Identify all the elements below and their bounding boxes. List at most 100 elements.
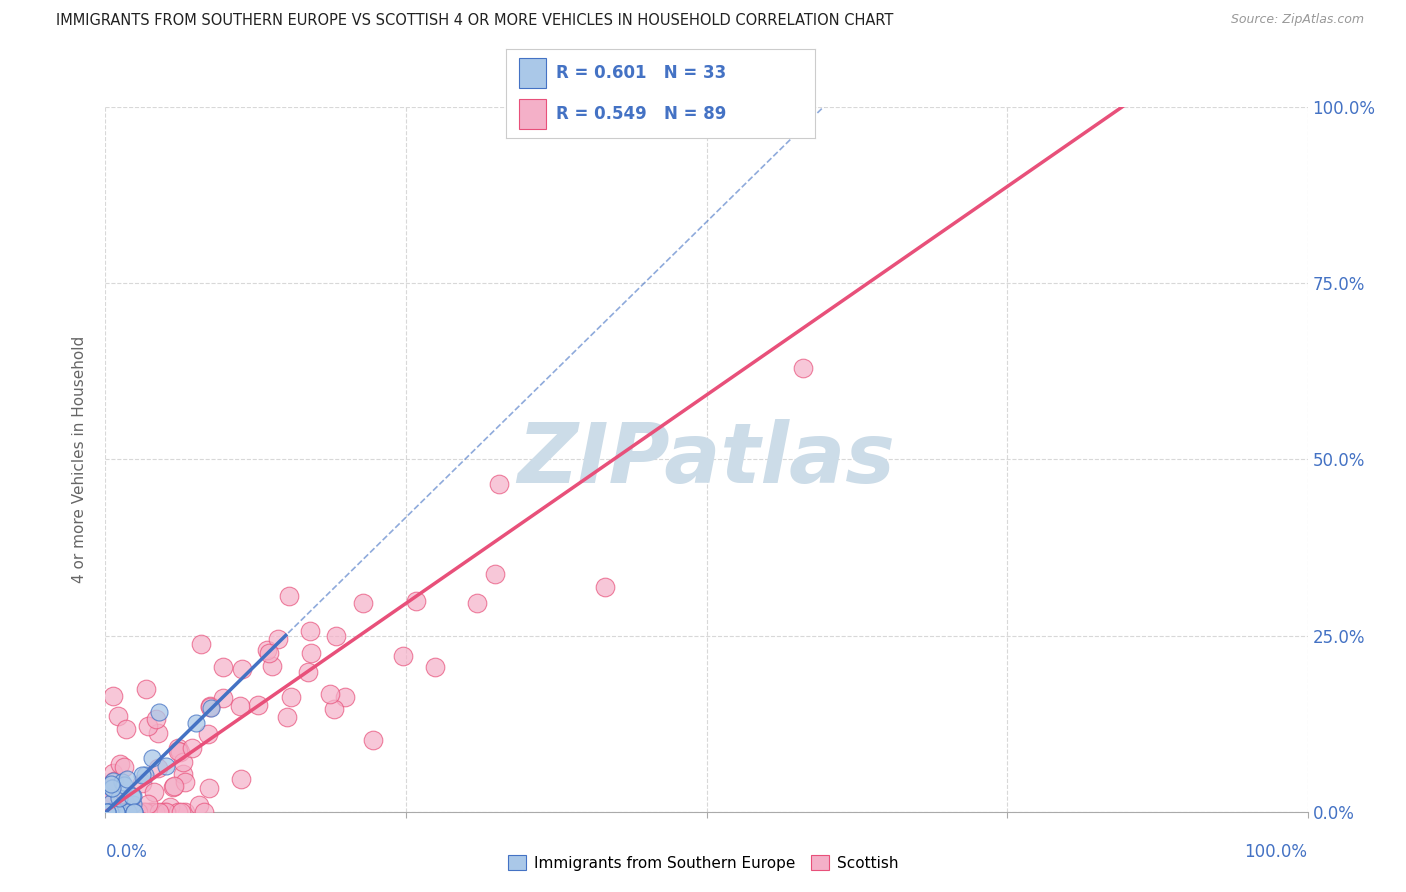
Point	[231, 662, 253, 676]
Point	[118, 805, 141, 819]
Point	[98, 805, 121, 819]
Point	[107, 708, 129, 723]
Legend: Immigrants from Southern Europe, Scottish: Immigrants from Southern Europe, Scottis…	[502, 849, 904, 877]
Point	[174, 775, 197, 789]
Point	[122, 805, 145, 819]
Point	[212, 691, 235, 706]
Point	[101, 689, 124, 703]
Point	[112, 760, 135, 774]
Point	[114, 796, 136, 810]
Point	[392, 648, 415, 663]
Point	[779, 100, 801, 114]
Point	[134, 768, 156, 782]
Point	[465, 597, 488, 611]
Point	[159, 800, 181, 814]
Point	[136, 719, 159, 733]
Point	[174, 805, 197, 819]
Point	[98, 795, 121, 809]
Point	[122, 805, 145, 819]
Point	[134, 805, 156, 819]
Point	[138, 805, 160, 819]
Point	[96, 791, 118, 805]
Point	[103, 805, 125, 819]
Point	[169, 745, 191, 759]
Point	[352, 596, 374, 610]
Point	[143, 805, 166, 819]
Point	[115, 722, 138, 736]
Point	[155, 805, 177, 819]
Point	[117, 805, 139, 819]
Point	[193, 805, 215, 819]
Point	[152, 805, 174, 819]
Text: R = 0.601   N = 33: R = 0.601 N = 33	[555, 64, 725, 82]
Point	[148, 805, 170, 819]
Point	[122, 789, 145, 803]
Point	[101, 786, 124, 800]
Text: 100.0%: 100.0%	[1244, 843, 1308, 861]
Point	[145, 712, 167, 726]
Point	[423, 659, 446, 673]
Point	[127, 805, 149, 819]
Point	[181, 741, 204, 756]
Text: ZIPatlas: ZIPatlas	[517, 419, 896, 500]
Point	[333, 690, 356, 705]
Point	[405, 593, 427, 607]
Point	[187, 797, 209, 812]
Point	[167, 740, 190, 755]
Point	[260, 659, 283, 673]
Point	[100, 781, 122, 796]
Point	[229, 698, 252, 713]
Point	[117, 805, 139, 819]
Point	[134, 805, 156, 819]
Point	[593, 580, 616, 594]
Point	[198, 700, 221, 714]
Text: Source: ZipAtlas.com: Source: ZipAtlas.com	[1230, 13, 1364, 27]
Point	[103, 774, 125, 789]
Point	[166, 744, 188, 758]
Point	[200, 701, 222, 715]
Point	[256, 643, 278, 657]
Point	[172, 767, 194, 781]
Point	[298, 624, 321, 638]
Point	[231, 772, 253, 786]
Point	[111, 775, 134, 789]
Point	[323, 702, 346, 716]
Point	[276, 710, 298, 724]
Text: R = 0.549   N = 89: R = 0.549 N = 89	[555, 105, 725, 123]
Point	[94, 805, 117, 819]
Point	[146, 761, 169, 775]
Point	[792, 361, 814, 376]
Point	[110, 757, 132, 772]
Point	[163, 779, 186, 793]
Point	[212, 660, 235, 674]
Point	[96, 805, 118, 819]
Point	[122, 797, 145, 812]
Point	[170, 805, 193, 819]
Point	[100, 805, 122, 819]
Point	[115, 772, 138, 787]
Point	[100, 777, 122, 791]
Point	[114, 805, 136, 819]
Point	[110, 805, 132, 819]
Point	[103, 765, 125, 780]
Point	[155, 758, 177, 772]
Point	[101, 780, 124, 795]
Point	[108, 805, 131, 819]
Point	[184, 715, 207, 730]
Y-axis label: 4 or more Vehicles in Household: 4 or more Vehicles in Household	[72, 335, 87, 583]
Point	[155, 805, 177, 819]
Point	[299, 646, 322, 660]
Point	[108, 791, 131, 805]
Point	[267, 632, 290, 646]
Point	[484, 566, 506, 581]
Point	[197, 727, 219, 741]
Point	[96, 805, 118, 819]
Point	[172, 755, 194, 769]
Point	[318, 687, 340, 701]
Point	[143, 785, 166, 799]
Point	[101, 774, 124, 789]
Point	[162, 780, 184, 794]
Point	[167, 805, 190, 819]
Point	[141, 805, 163, 819]
Point	[148, 705, 170, 719]
